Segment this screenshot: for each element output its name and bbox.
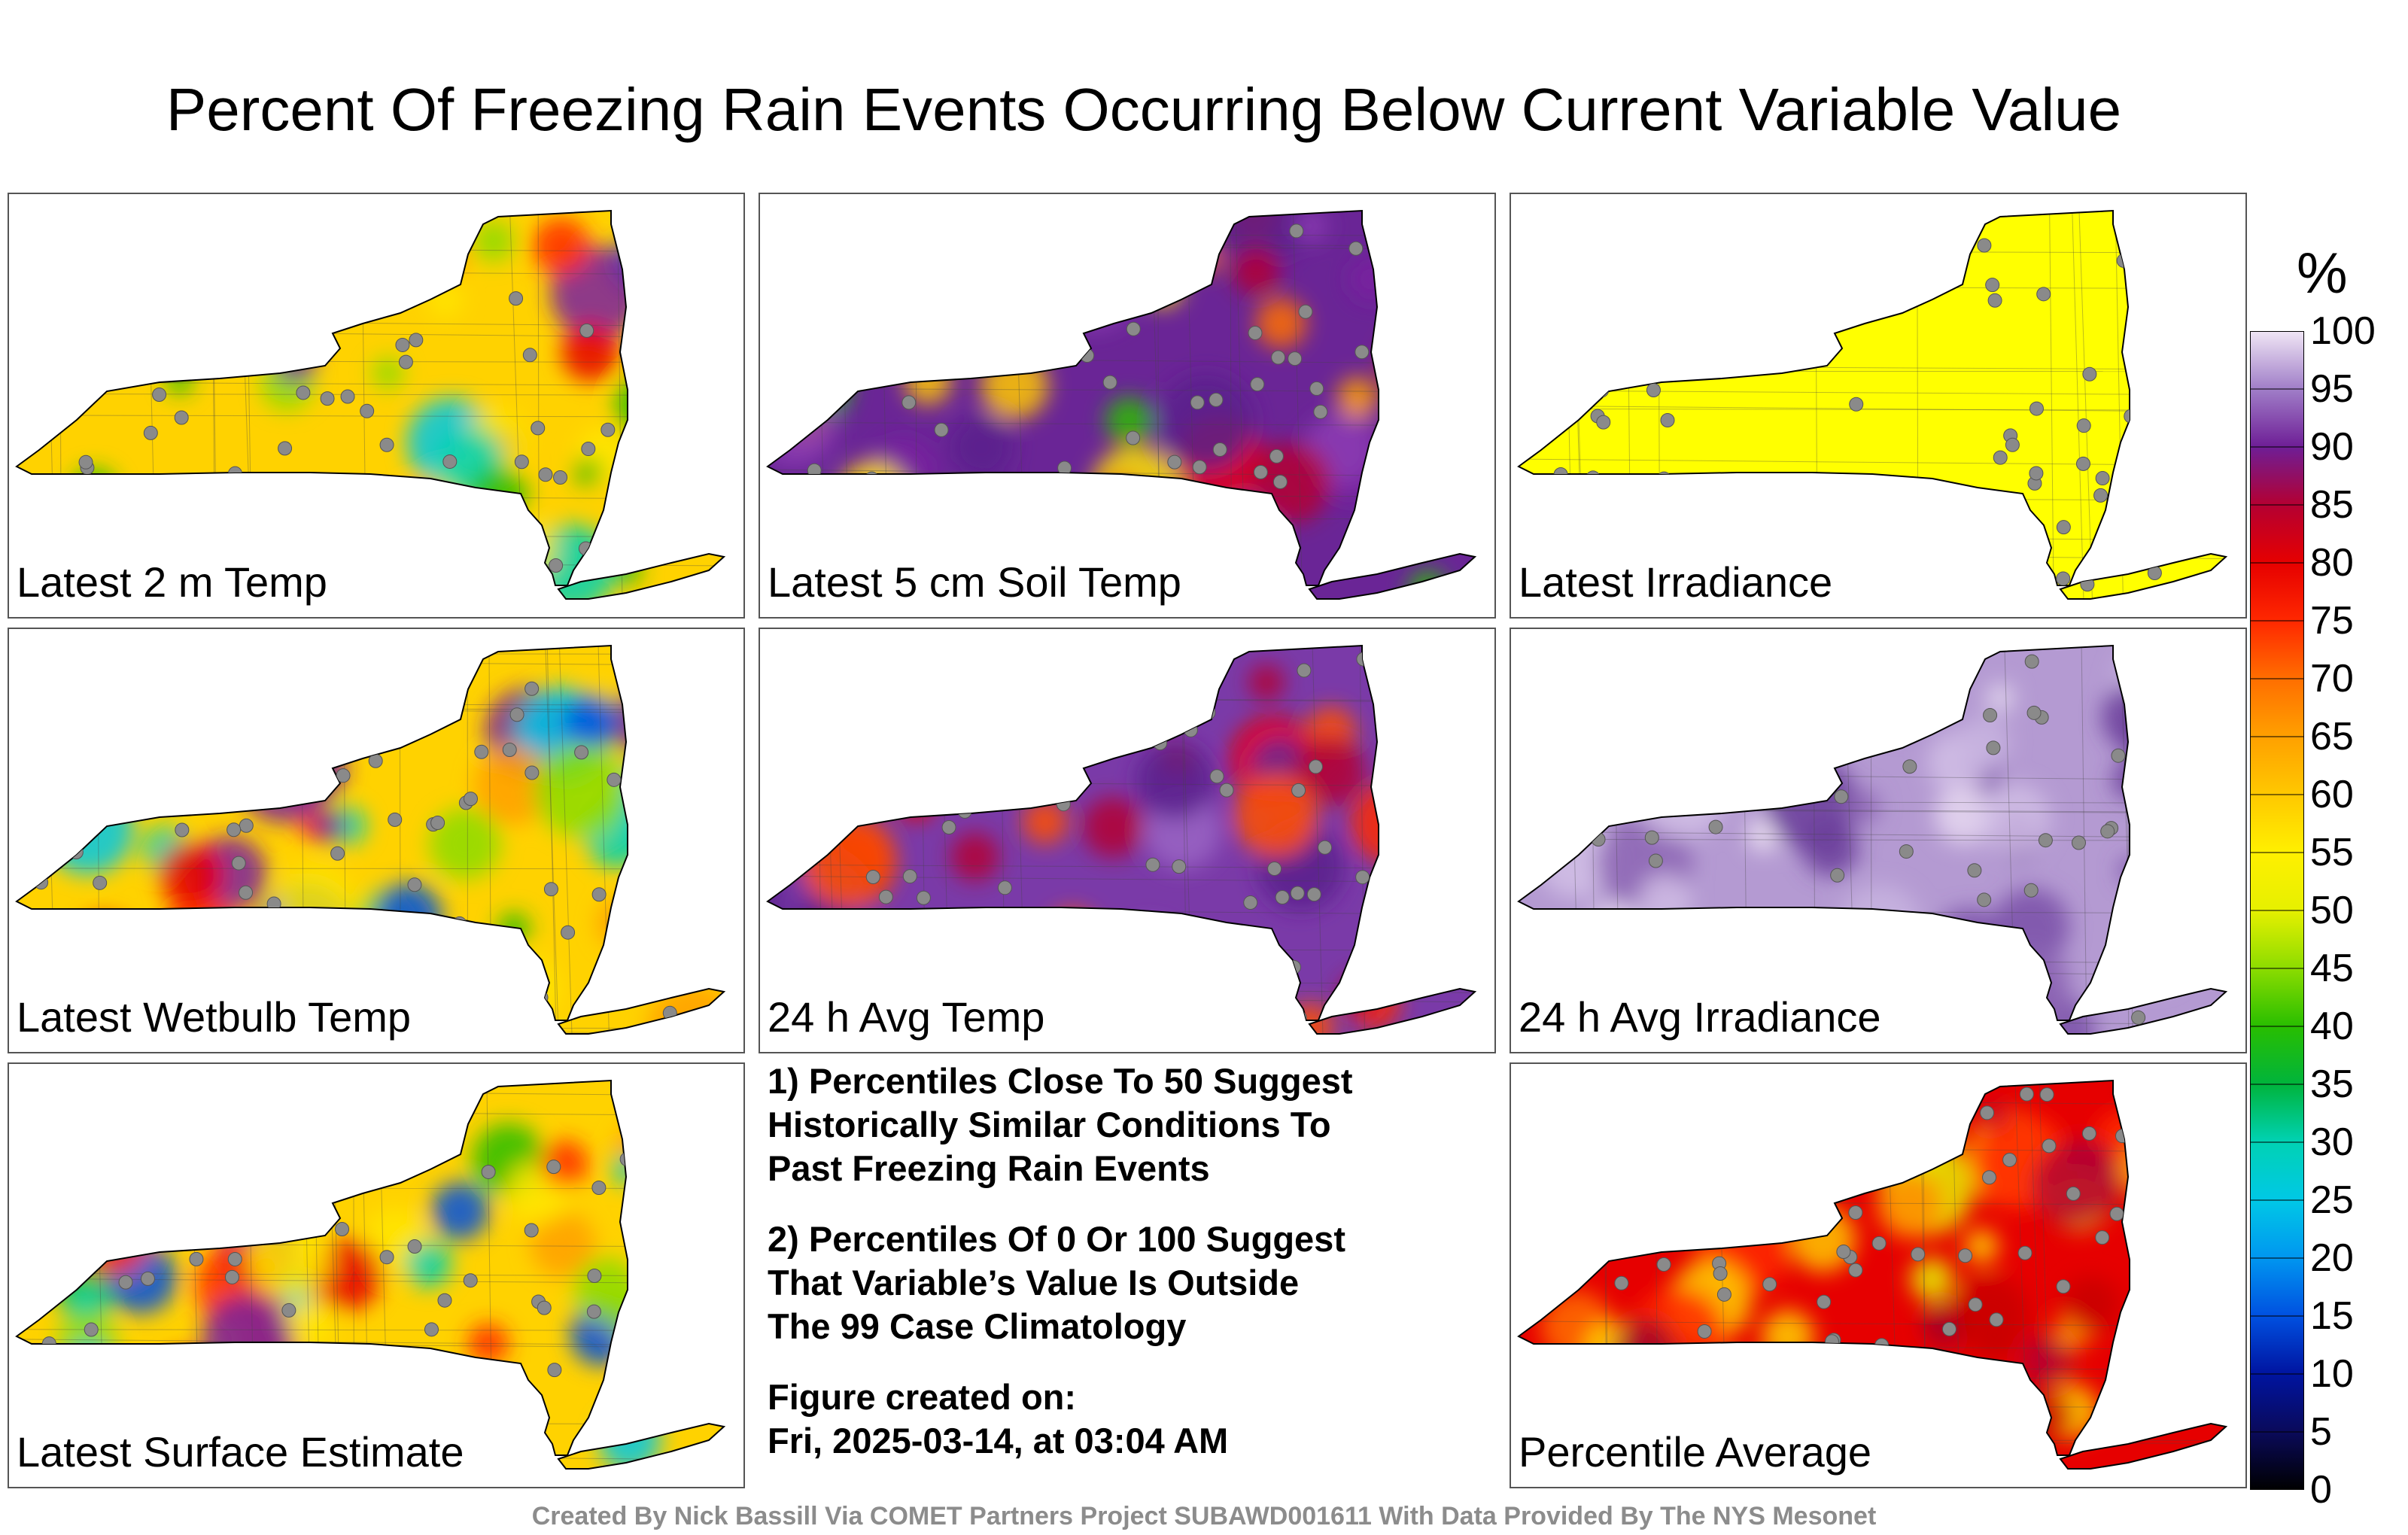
ny-state-map <box>766 644 1477 1035</box>
colorbar-tick-label: 50 <box>2310 889 2354 932</box>
ny-state-map <box>1517 644 2228 1035</box>
ny-state-map <box>15 644 726 1035</box>
panel-latest-2m-temp: Latest 2 m Temp <box>8 193 745 619</box>
panel-24h-avg-irradiance: 24 h Avg Irradiance <box>1510 628 2247 1053</box>
ny-state-map <box>1517 209 2228 600</box>
colorbar-tick-label: 85 <box>2310 483 2354 527</box>
panel-24h-avg-temp: 24 h Avg Temp <box>759 628 1496 1053</box>
panel-label: Latest Irradiance <box>1519 558 1833 606</box>
ny-state-map <box>15 209 726 600</box>
credit-line: Created By Nick Bassill Via COMET Partne… <box>531 1502 1877 1530</box>
colorbar-tick-label: 65 <box>2310 715 2354 758</box>
panel-percentile-average: Percentile Average <box>1510 1062 2247 1488</box>
notes-text: 1) Percentiles Close To 50 Suggest Histo… <box>768 1059 1475 1490</box>
ny-state-map <box>1517 1079 2228 1470</box>
colorbar <box>2250 331 2304 1490</box>
panel-latest-wetbulb-temp: Latest Wetbulb Temp <box>8 628 745 1053</box>
colorbar-unit: % <box>2297 242 2348 305</box>
panel-latest-5cm-soil-temp: Latest 5 cm Soil Temp <box>759 193 1496 619</box>
ny-state-map <box>766 209 1477 600</box>
colorbar-tick-label: 80 <box>2310 541 2354 585</box>
panel-label: Latest 2 m Temp <box>17 558 327 606</box>
colorbar-tick-label: 5 <box>2310 1410 2332 1454</box>
colorbar-tick-label: 75 <box>2310 599 2354 643</box>
colorbar-tick-label: 60 <box>2310 773 2354 816</box>
colorbar-tick-label: 10 <box>2310 1352 2354 1396</box>
colorbar-tick-label: 70 <box>2310 657 2354 701</box>
colorbar-tick-label: 100 <box>2310 309 2376 353</box>
panel-label: 24 h Avg Irradiance <box>1519 993 1881 1041</box>
colorbar-tick-label: 45 <box>2310 947 2354 990</box>
panel-label: Latest 5 cm Soil Temp <box>768 558 1181 606</box>
colorbar-tick-label: 90 <box>2310 425 2354 469</box>
colorbar-tick-label: 95 <box>2310 367 2354 411</box>
panel-label: Percentile Average <box>1519 1428 1872 1476</box>
note-percentiles-0-100: 2) Percentiles Of 0 Or 100 Suggest That … <box>768 1219 1345 1346</box>
panel-label: 24 h Avg Temp <box>768 993 1045 1041</box>
colorbar-tick-label: 35 <box>2310 1062 2354 1106</box>
ny-state-map <box>15 1079 726 1470</box>
figure-created-time: Figure created on: Fri, 2025-03-14, at 0… <box>768 1377 1229 1461</box>
figure-title: Percent Of Freezing Rain Events Occurrin… <box>166 76 2122 143</box>
colorbar-tick-label: 55 <box>2310 831 2354 874</box>
colorbar-tick-label: 40 <box>2310 1005 2354 1048</box>
colorbar-tick-label: 15 <box>2310 1294 2354 1338</box>
colorbar-tick-label: 25 <box>2310 1178 2354 1222</box>
panel-label: Latest Wetbulb Temp <box>17 993 412 1041</box>
colorbar-tick-label: 0 <box>2310 1468 2332 1512</box>
colorbar-tick-label: 20 <box>2310 1236 2354 1280</box>
note-percentiles-50: 1) Percentiles Close To 50 Suggest Histo… <box>768 1061 1353 1188</box>
panel-latest-surface-estimate: Latest Surface Estimate <box>8 1062 745 1488</box>
colorbar-tick-label: 30 <box>2310 1120 2354 1164</box>
panel-latest-irradiance: Latest Irradiance <box>1510 193 2247 619</box>
panel-label: Latest Surface Estimate <box>17 1428 464 1476</box>
